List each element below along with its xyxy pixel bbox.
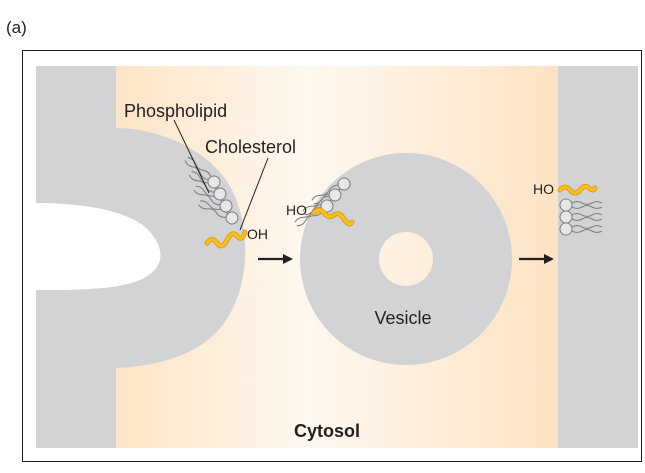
phospholipid-label: Phospholipid <box>124 101 227 121</box>
acceptor-membrane <box>558 66 638 448</box>
vesicle-label: Vesicle <box>374 308 431 328</box>
arrow-to-vesicle <box>258 254 293 264</box>
panel-label: (a) <box>6 18 27 37</box>
cholesterol-leader-line <box>239 157 269 231</box>
donor-lipids <box>182 153 248 249</box>
cholesterol-molecule <box>558 184 597 195</box>
cytosol-label: Cytosol <box>294 421 360 441</box>
vesicle <box>300 153 512 365</box>
cholesterol-molecule <box>312 208 354 226</box>
cholesterol-label: Cholesterol <box>205 137 296 157</box>
cholesterol-molecule <box>205 230 247 248</box>
acceptor-lipids <box>557 183 603 236</box>
arrow-to-membrane <box>519 254 554 264</box>
hydroxyl-label-acceptor: HO <box>533 181 554 197</box>
membrane-notch <box>36 203 161 290</box>
phospholipid-leader-line <box>173 119 210 194</box>
hydroxyl-label-vesicle: HO <box>286 202 307 218</box>
hydroxyl-label-donor: OH <box>247 226 268 242</box>
vesicle-lipids <box>292 175 355 230</box>
